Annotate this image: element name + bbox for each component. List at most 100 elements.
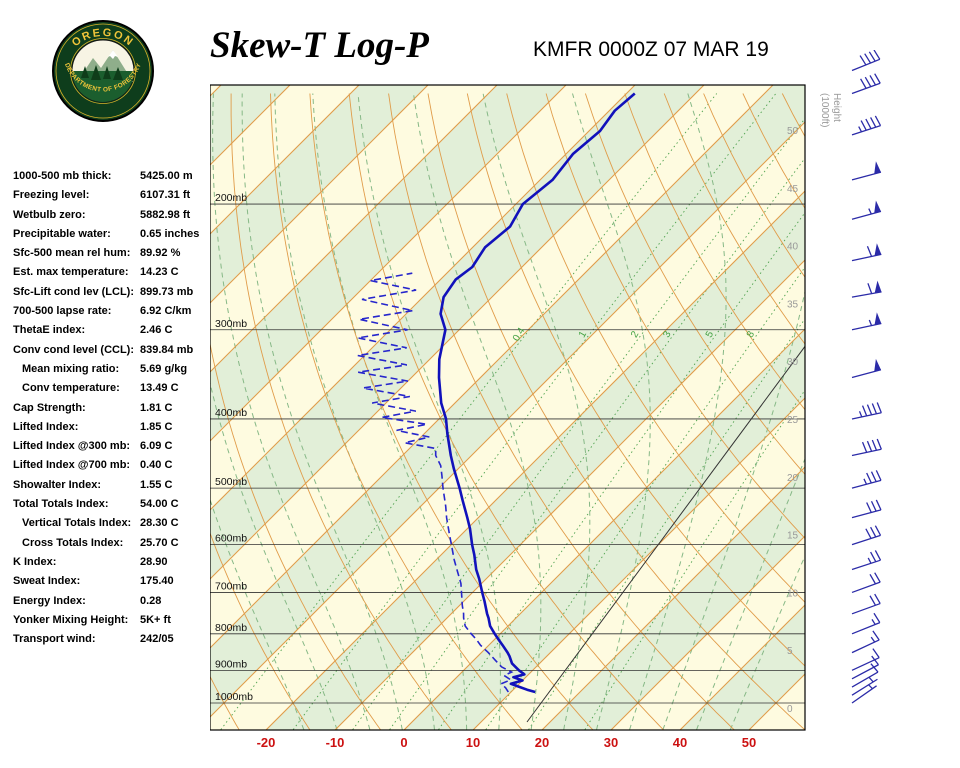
- wind-barb: [851, 663, 879, 688]
- stat-label: Wetbulb zero:: [13, 208, 86, 221]
- wind-barb: [851, 655, 880, 680]
- stat-value: 6.09 C: [140, 440, 173, 453]
- stat-label: Energy Index:: [13, 594, 86, 607]
- odf-logo: OREGON DEPARTMENT OF FORESTRY: [52, 20, 154, 122]
- stat-row: Precipitable water: 0.65 inches: [13, 225, 213, 244]
- stat-row: K Index: 28.90: [13, 553, 213, 572]
- stat-value: 2.46 C: [140, 324, 173, 337]
- stat-label: Lifted Index @700 mb:: [13, 459, 131, 472]
- mixing-ratio-label: 5: [704, 329, 717, 340]
- stat-value: 25.70 C: [140, 536, 179, 549]
- wind-barb: [851, 525, 882, 546]
- temp-axis-label: 20: [535, 735, 549, 750]
- stat-label: Lifted Index:: [13, 420, 79, 433]
- stat-value: 14.23 C: [140, 266, 179, 279]
- wind-barb: [851, 438, 882, 457]
- stat-label: ThetaE index:: [13, 324, 86, 337]
- wind-barb: [851, 115, 882, 136]
- stat-row: Sfc-500 mean rel hum: 89.92 %: [13, 244, 213, 263]
- wind-barb: [851, 550, 882, 571]
- height-label: 10: [787, 588, 799, 599]
- stat-value: 175.40: [140, 575, 174, 588]
- wind-barb: [851, 470, 882, 489]
- stat-row: Showalter Index: 1.55 C: [13, 476, 213, 495]
- wind-barb: [851, 402, 882, 420]
- stat-value: 6107.31 ft: [140, 189, 191, 202]
- stat-value: 89.92 %: [140, 247, 181, 260]
- wind-barb: [851, 200, 882, 220]
- wind-barb: [851, 630, 880, 654]
- wind-barb: [851, 161, 882, 181]
- stat-row: 700-500 lapse rate: 6.92 C/km: [13, 302, 213, 321]
- stat-row: Mean mixing ratio: 5.69 g/kg: [13, 360, 213, 379]
- wind-barb: [851, 50, 881, 72]
- chart-border: [210, 84, 806, 731]
- isotherms: [210, 85, 805, 730]
- height-label: 30: [787, 357, 799, 368]
- wind-barb: [851, 677, 878, 696]
- stat-row: Lifted Index @700 mb: 0.40 C: [13, 456, 213, 475]
- height-label: 50: [787, 126, 799, 137]
- stat-row: Lifted Index @300 mb: 6.09 C: [13, 437, 213, 456]
- wind-barb: [851, 243, 882, 262]
- stat-row: Energy Index: 0.28: [13, 592, 213, 611]
- pressure-label: 300mb: [215, 318, 247, 330]
- wind-barb: [851, 280, 882, 298]
- stat-label: Showalter Index:: [13, 478, 102, 491]
- temp-axis-label: 50: [742, 735, 756, 750]
- stat-value: 5425.00 m: [140, 170, 193, 182]
- stat-row: Cap Strength: 1.81 C: [13, 399, 213, 418]
- stat-label: Vertical Totals Index:: [22, 517, 132, 530]
- stat-row: Yonker Mixing Height: 5K+ ft: [13, 611, 213, 630]
- stat-value: 839.84 mb: [140, 343, 194, 356]
- wind-barb: [851, 648, 880, 671]
- stat-value: 0.40 C: [140, 459, 173, 472]
- reference-diagonal-line: [526, 345, 805, 723]
- pressure-label: 600mb: [215, 533, 247, 545]
- height-label: 35: [787, 299, 799, 310]
- stat-label: Yonker Mixing Height:: [13, 613, 129, 626]
- wind-barb: [851, 73, 881, 95]
- stat-value: 13.49 C: [140, 382, 179, 395]
- logo-gold-ring-outer: [55, 23, 151, 119]
- dry-adiabats: [210, 93, 805, 730]
- pressure-lines: 200mb 300mb 400mb 500mb 600mb 700mb 800mb 900mb…: [210, 192, 805, 704]
- stat-row: Conv cond level (CCL): 839.84 mb: [13, 341, 213, 360]
- station-id-line: KMFR 0000Z 07 MAR 19: [533, 38, 769, 61]
- height-label: 25: [787, 415, 799, 426]
- logo-mountain-trees: [72, 50, 134, 102]
- height-axis-title-line1: Height: [831, 93, 842, 122]
- stat-label: Total Totals Index:: [13, 498, 109, 511]
- temp-axis-label: -10: [326, 735, 345, 750]
- stat-value: 1.81 C: [140, 401, 173, 414]
- stat-value: 899.73 mb: [140, 285, 194, 298]
- pressure-label: 700mb: [215, 580, 247, 592]
- height-axis-title-line2: (1000ft): [819, 93, 830, 127]
- stat-row: Cross Totals Index: 25.70 C: [13, 534, 213, 553]
- stat-label: Sfc-Lift cond lev (LCL):: [13, 285, 134, 298]
- stat-row: Transport wind: 242/05: [13, 630, 213, 649]
- stat-value: 0.65 inches: [140, 227, 200, 240]
- pressure-label: 200mb: [215, 192, 247, 204]
- temp-axis-label: 40: [673, 735, 687, 750]
- temp-axis-label: 0: [400, 735, 407, 750]
- dewpoint-trace: [357, 272, 514, 693]
- stat-value: 5K+ ft: [140, 613, 171, 626]
- stat-label: Precipitable water:: [13, 227, 111, 240]
- stat-row: Sfc-Lift cond lev (LCL): 899.73 mb: [13, 283, 213, 302]
- height-label: 45: [787, 184, 799, 195]
- logo-gold-ring-inner: [70, 38, 136, 104]
- temp-axis: -20 -10 0 10 20 30 40 50: [257, 735, 757, 750]
- stat-value: 5.69 g/kg: [140, 362, 188, 375]
- wind-barb: [851, 572, 881, 594]
- mixing-ratio-lines: [220, 93, 805, 730]
- stat-value: 28.90: [140, 555, 168, 568]
- stat-row: Lifted Index: 1.85 C: [13, 418, 213, 437]
- pressure-label: 900mb: [215, 658, 247, 670]
- stat-value: 6.92 C/km: [140, 305, 192, 318]
- height-label: 20: [787, 473, 799, 484]
- stat-label: Conv temperature:: [22, 382, 120, 395]
- wind-barbs: [851, 50, 882, 704]
- stat-label: Lifted Index @300 mb:: [13, 440, 131, 453]
- stat-label: Sweat Index:: [13, 575, 81, 588]
